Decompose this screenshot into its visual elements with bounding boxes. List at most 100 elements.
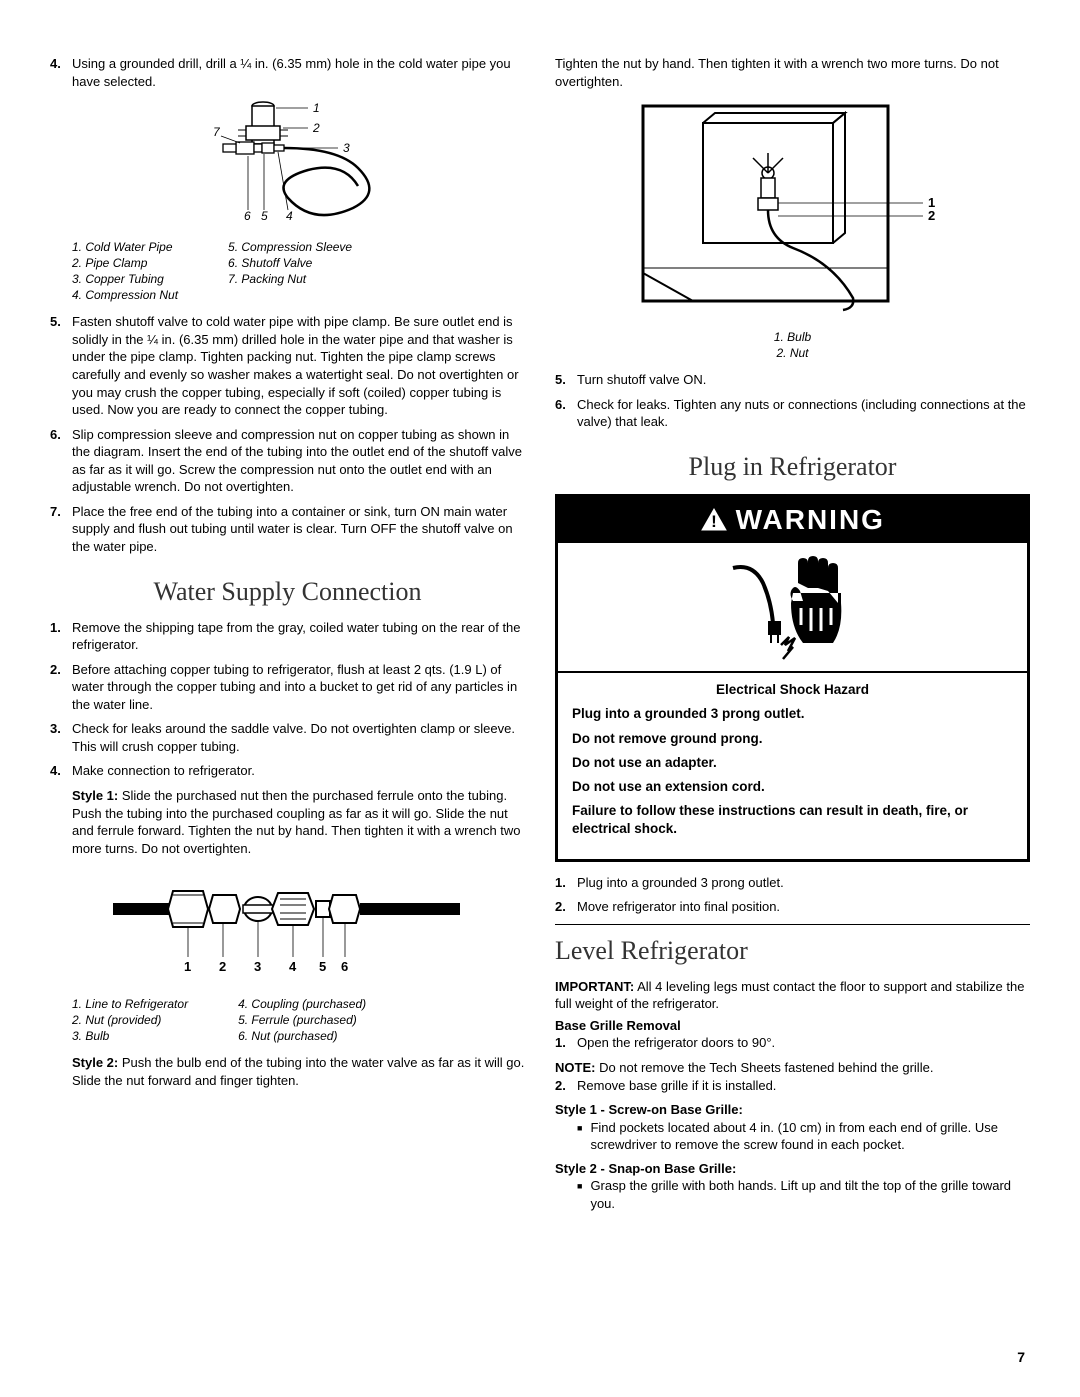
- fig1-l6: 6: [244, 209, 251, 223]
- wsc2-num: 2.: [50, 661, 72, 714]
- heading-plug: Plug in Refrigerator: [555, 449, 1030, 484]
- figure-valve-assembly: 1 2 3 7 6 5 4: [50, 98, 525, 233]
- r5-text: Turn shutoff valve ON.: [577, 371, 1030, 389]
- wsc-4: 4. Make connection to refrigerator.: [50, 762, 525, 780]
- r-step-5: 5. Turn shutoff valve ON.: [555, 371, 1030, 389]
- plug2-text: Move refrigerator into final position.: [577, 898, 1030, 916]
- page-columns: 4. Using a grounded drill, drill a ¼ in.…: [50, 55, 1030, 1218]
- imp-pre: IMPORTANT:: [555, 979, 634, 994]
- warn-l1: Electrical Shock Hazard: [572, 681, 1013, 699]
- fig1-l4: 4: [286, 209, 293, 223]
- f1leg-1: 1. Cold Water Pipe: [72, 239, 178, 255]
- warn-l6: Failure to follow these instructions can…: [572, 802, 1013, 838]
- step5-text: Fasten shutoff valve to cold water pipe …: [72, 313, 525, 418]
- warn-l5: Do not use an extension cord.: [572, 778, 1013, 796]
- step6-num: 6.: [50, 426, 72, 496]
- note-body: Do not remove the Tech Sheets fastened b…: [595, 1060, 933, 1075]
- wsc3-num: 3.: [50, 720, 72, 755]
- warning-graphic: [558, 543, 1027, 672]
- wsc3-text: Check for leaks around the saddle valve.…: [72, 720, 525, 755]
- step4-text: Using a grounded drill, drill a ¼ in. (6…: [72, 55, 525, 90]
- figure3-legend: 1. Bulb 2. Nut: [555, 329, 1030, 361]
- figure-wall-valve: 1 2: [555, 98, 1030, 323]
- style1-bullets: Find pockets located about 4 in. (10 cm)…: [577, 1119, 1030, 1154]
- wsc-1: 1. Remove the shipping tape from the gra…: [50, 619, 525, 654]
- warning-body: Electrical Shock Hazard Plug into a grou…: [558, 673, 1027, 859]
- plug-2: 2. Move refrigerator into final position…: [555, 898, 1030, 916]
- figure1-legend: 1. Cold Water Pipe 2. Pipe Clamp 3. Copp…: [72, 239, 525, 304]
- style2-pre: Style 2:: [72, 1055, 118, 1070]
- right-top-para: Tighten the nut by hand. Then tighten it…: [555, 55, 1030, 90]
- separator: [555, 924, 1030, 925]
- warn-l3: Do not remove ground prong.: [572, 730, 1013, 748]
- f2leg-3: 3. Bulb: [72, 1028, 188, 1044]
- svg-text:6: 6: [341, 959, 348, 974]
- f1leg-3: 3. Copper Tubing: [72, 271, 178, 287]
- style1-bullet-text: Find pockets located about 4 in. (10 cm)…: [590, 1119, 1030, 1154]
- f1leg-2: 2. Pipe Clamp: [72, 255, 178, 271]
- wsc1-num: 1.: [50, 619, 72, 654]
- f1leg-5: 5. Compression Sleeve: [228, 239, 352, 255]
- warn-l4: Do not use an adapter.: [572, 754, 1013, 772]
- heading-level: Level Refrigerator: [555, 933, 1030, 968]
- f1leg-7: 7. Packing Nut: [228, 271, 352, 287]
- r5-num: 5.: [555, 371, 577, 389]
- f2leg-1: 1. Line to Refrigerator: [72, 996, 188, 1012]
- fig1-l3: 3: [343, 141, 350, 155]
- lvl2-num: 2.: [555, 1077, 577, 1095]
- wsc-2: 2. Before attaching copper tubing to ref…: [50, 661, 525, 714]
- r-step-6: 6. Check for leaks. Tighten any nuts or …: [555, 396, 1030, 431]
- wsc4-style1: Style 1: Slide the purchased nut then th…: [72, 787, 525, 857]
- plug1-num: 1.: [555, 874, 577, 892]
- plug-steps: 1. Plug into a grounded 3 prong outlet. …: [555, 874, 1030, 916]
- heading-water-supply: Water Supply Connection: [50, 574, 525, 609]
- r6-text: Check for leaks. Tighten any nuts or con…: [577, 396, 1030, 431]
- svg-text:2: 2: [928, 208, 935, 223]
- step6-text: Slip compression sleeve and compression …: [72, 426, 525, 496]
- right-column: Tighten the nut by hand. Then tighten it…: [555, 55, 1030, 1218]
- lvl1-text: Open the refrigerator doors to 90°.: [577, 1034, 1030, 1052]
- plug1-text: Plug into a grounded 3 prong outlet.: [577, 874, 1030, 892]
- shock-hand-icon: [723, 553, 863, 663]
- page-number: 7: [1017, 1348, 1025, 1367]
- note-pre: NOTE:: [555, 1060, 595, 1075]
- plug2-num: 2.: [555, 898, 577, 916]
- step-4: 4. Using a grounded drill, drill a ¼ in.…: [50, 55, 525, 90]
- f3leg-1: 1. Bulb: [774, 330, 811, 344]
- wsc-3: 3. Check for leaks around the saddle val…: [50, 720, 525, 755]
- warning-label: WARNING: [736, 504, 885, 535]
- right-steps-56: 5. Turn shutoff valve ON. 6. Check for l…: [555, 371, 1030, 431]
- lvl2-text: Remove base grille if it is installed.: [577, 1077, 1030, 1095]
- plug-1: 1. Plug into a grounded 3 prong outlet.: [555, 874, 1030, 892]
- fig1-l5: 5: [261, 209, 268, 223]
- step7-text: Place the free end of the tubing into a …: [72, 503, 525, 556]
- f2leg-6: 6. Nut (purchased): [238, 1028, 366, 1044]
- wsc4-text: Make connection to refrigerator.: [72, 762, 525, 780]
- f2leg-5: 5. Ferrule (purchased): [238, 1012, 366, 1028]
- wsc2-text: Before attaching copper tubing to refrig…: [72, 661, 525, 714]
- steps-top: 4. Using a grounded drill, drill a ¼ in.…: [50, 55, 525, 90]
- svg-text:!: !: [711, 512, 717, 531]
- svg-text:1: 1: [184, 959, 191, 974]
- style2-heading: Style 2 - Snap-on Base Grille:: [555, 1160, 1030, 1178]
- f3leg-2: 2. Nut: [776, 346, 808, 360]
- wsc1-text: Remove the shipping tape from the gray, …: [72, 619, 525, 654]
- level-steps-1: 1. Open the refrigerator doors to 90°.: [555, 1034, 1030, 1052]
- step5-num: 5.: [50, 313, 72, 418]
- step-7: 7. Place the free end of the tubing into…: [50, 503, 525, 556]
- r6-num: 6.: [555, 396, 577, 431]
- step-5: 5. Fasten shutoff valve to cold water pi…: [50, 313, 525, 418]
- f2leg-2: 2. Nut (provided): [72, 1012, 188, 1028]
- style2-body: Push the bulb end of the tubing into the…: [72, 1055, 524, 1088]
- fig1-l7: 7: [213, 125, 221, 139]
- lvl-1: 1. Open the refrigerator doors to 90°.: [555, 1034, 1030, 1052]
- figure-coupling: 1 2 3 4 5 6: [50, 865, 525, 990]
- lvl1-num: 1.: [555, 1034, 577, 1052]
- wsc-steps: 1. Remove the shipping tape from the gra…: [50, 619, 525, 780]
- style1-bullet: Find pockets located about 4 in. (10 cm)…: [577, 1119, 1030, 1154]
- svg-text:4: 4: [289, 959, 297, 974]
- steps-5-7: 5. Fasten shutoff valve to cold water pi…: [50, 313, 525, 555]
- fig1-l2: 2: [312, 121, 320, 135]
- style2-bullet-text: Grasp the grille with both hands. Lift u…: [590, 1177, 1030, 1212]
- style2-bullets: Grasp the grille with both hands. Lift u…: [577, 1177, 1030, 1212]
